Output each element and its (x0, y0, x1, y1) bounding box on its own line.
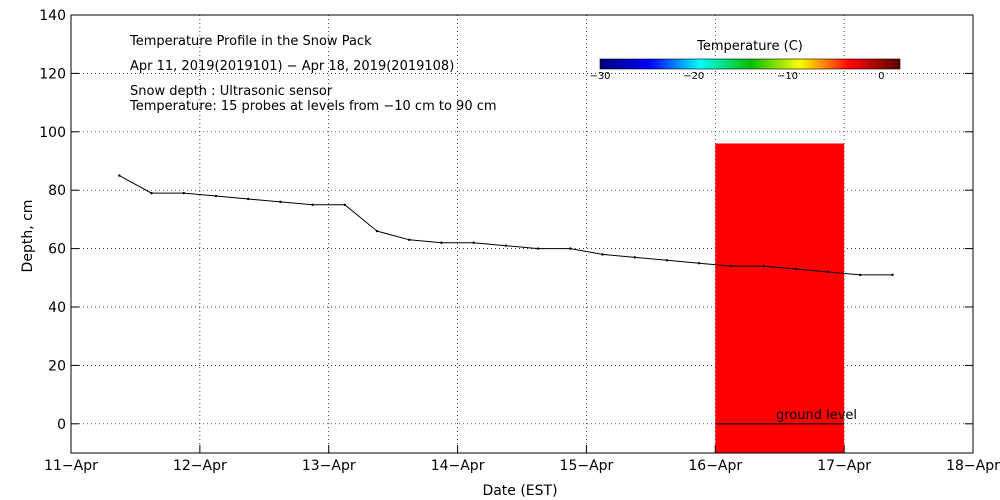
chart-title: Temperature Profile in the Snow Pack (129, 34, 372, 49)
colorbar-title: Temperature (C) (696, 39, 803, 54)
snow-depth-point (472, 241, 475, 244)
ground-level-annotation: ground level (776, 408, 857, 423)
y-axis-ticks: 0 20 40 60 80 100 120 140 (39, 8, 973, 433)
snow-depth-point (633, 256, 636, 259)
plot-frame (70, 14, 974, 454)
colorbar-tick-label: −30 (589, 71, 610, 82)
y-tick-label: 100 (39, 125, 66, 141)
y-axis-label: Depth, cm (20, 200, 36, 273)
snow-depth-point (118, 174, 121, 177)
temperature-overlay (715, 143, 845, 454)
y-tick-label: 20 (48, 358, 66, 374)
snow-depth-point (569, 247, 572, 250)
snow-depth-point (408, 238, 411, 242)
snow-depth-point (536, 247, 540, 250)
snow-depth-point (279, 200, 282, 204)
x-tick-label: 17−Apr (817, 458, 871, 474)
snow-depth-point (150, 191, 153, 195)
snow-depth-point (697, 262, 701, 265)
snow-depth-point (891, 273, 894, 277)
colorbar-tick-label: −20 (683, 71, 704, 82)
colorbar-tick-label: 0 (878, 71, 884, 82)
y-tick-label: 40 (48, 300, 66, 316)
x-tick-label: 15−Apr (560, 458, 614, 474)
snow-depth-point (730, 264, 733, 268)
snow-depth-point (665, 259, 669, 262)
x-tick-label: 16−Apr (688, 458, 742, 474)
x-axis-label: Date (EST) (482, 483, 557, 499)
x-axis-ticks: 11−Apr 12−Apr 13−Apr 14−Apr 15−Apr 16−Apr 17−A… (44, 445, 1000, 474)
snow-depth-point (311, 203, 314, 206)
y-tick-label: 120 (39, 66, 66, 82)
snow-depth-point (601, 253, 604, 256)
snow-depth-point (762, 264, 765, 268)
snow-depth-point (343, 203, 347, 206)
y-tick-label: 80 (48, 183, 66, 199)
colorbar: Temperature (C) −30 −20 −10 0 (589, 39, 901, 82)
snow-depth-point (826, 270, 830, 274)
snow-depth-point (794, 267, 798, 271)
y-tick-label: 0 (57, 417, 66, 433)
snow-depth-point (375, 229, 379, 233)
snow-depth-point (214, 194, 218, 198)
chart-subtitle: Apr 11, 2019(2019101) − Apr 18, 2019(201… (130, 59, 454, 74)
snow-depth-point (182, 191, 185, 195)
temperature-cold-region (747, 143, 812, 343)
chart-note-2: Temperature: 15 probes at levels from −1… (129, 99, 497, 114)
x-tick-label: 13−Apr (302, 458, 356, 474)
snow-depth-series (118, 174, 894, 277)
x-tick-label: 14−Apr (431, 458, 485, 474)
snow-depth-point (440, 241, 443, 244)
snow-depth-point (246, 197, 250, 201)
snow-depth-point (859, 273, 862, 277)
x-tick-label: 18−Apr (946, 458, 1000, 474)
x-tick-label: 12−Apr (173, 458, 227, 474)
x-tick-label: 11−Apr (44, 458, 98, 474)
y-tick-label: 140 (39, 8, 66, 24)
chart-note-1: Snow depth : Ultrasonic sensor (130, 84, 333, 99)
y-tick-label: 60 (48, 242, 66, 258)
colorbar-tick-label: −10 (777, 71, 798, 82)
snow-depth-point (504, 244, 508, 247)
colorbar-gradient (599, 58, 901, 70)
